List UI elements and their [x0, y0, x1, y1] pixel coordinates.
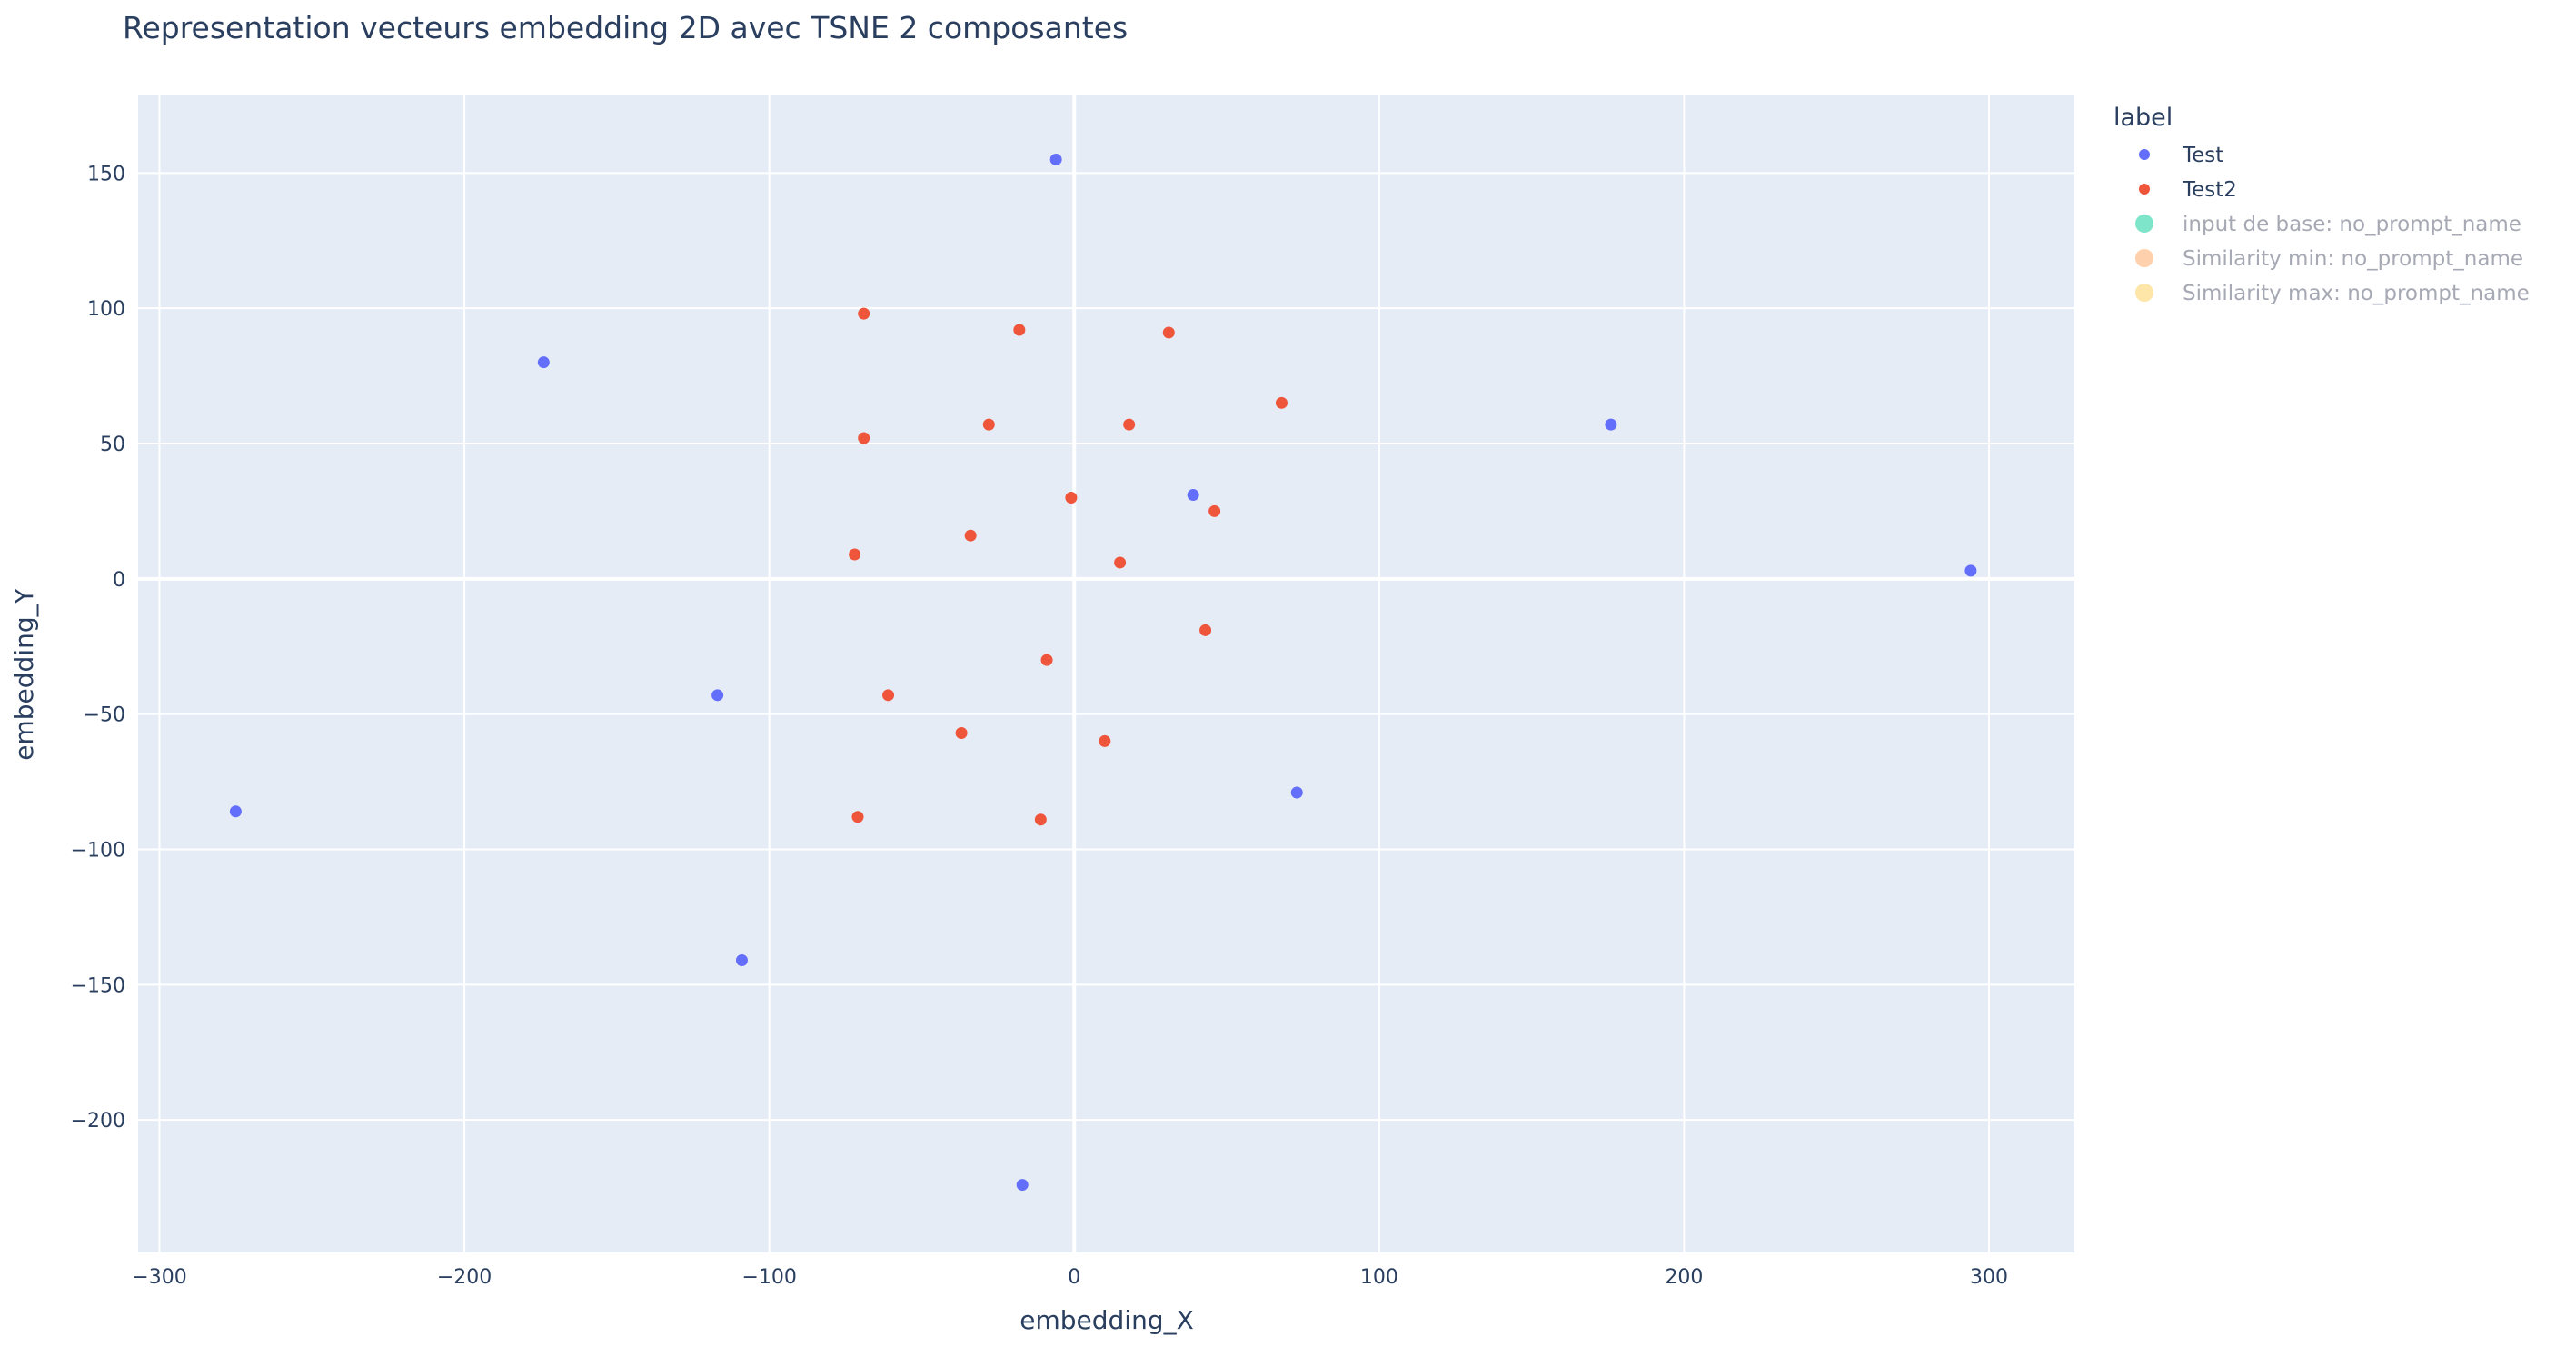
scatter-point[interactable]: [858, 307, 870, 320]
legend-label: Test: [2182, 144, 2223, 167]
scatter-point[interactable]: [1290, 786, 1303, 799]
x-axis-ticks: −300 −200 −100 0 100 200 300: [132, 1266, 2008, 1289]
plot-background: [138, 95, 2074, 1252]
scatter-point[interactable]: [1049, 153, 1062, 165]
scatter-point[interactable]: [1187, 489, 1199, 502]
scatter-point[interactable]: [229, 805, 242, 818]
x-tick-label: 100: [1360, 1266, 1398, 1289]
scatter-point[interactable]: [735, 954, 748, 967]
y-tick-label: 100: [87, 298, 125, 321]
scatter-point[interactable]: [537, 356, 550, 369]
data-points: [229, 153, 1977, 1192]
x-tick-label: −300: [132, 1266, 186, 1289]
scatter-point[interactable]: [1208, 504, 1221, 517]
scatter-point[interactable]: [1065, 492, 1078, 504]
scatter-point[interactable]: [1016, 1179, 1029, 1192]
legend[interactable]: Test Test2 input de base: no_prompt_name Si…: [2135, 144, 2530, 305]
grid-lines: [138, 95, 2074, 1252]
chart-title: Representation vecteurs embedding 2D ave…: [123, 10, 1128, 45]
y-axis-ticks: −200 −150 −100 −50 0 50 100 150: [71, 163, 125, 1132]
x-tick-label: −200: [437, 1266, 492, 1289]
scatter-point[interactable]: [1605, 418, 1617, 431]
scatter-point[interactable]: [1013, 324, 1026, 336]
legend-item[interactable]: Test2: [2139, 178, 2237, 202]
scatter-point[interactable]: [711, 689, 724, 702]
scatter-point[interactable]: [1114, 556, 1127, 569]
legend-marker: [2135, 249, 2153, 267]
legend-label: input de base: no_prompt_name: [2183, 213, 2521, 236]
scatter-point[interactable]: [982, 418, 995, 431]
legend-item[interactable]: Similarity max: no_prompt_name: [2135, 282, 2530, 305]
y-tick-label: 150: [87, 163, 125, 185]
scatter-point[interactable]: [851, 811, 864, 823]
y-tick-label: 0: [113, 569, 125, 592]
x-tick-label: 300: [1970, 1266, 2008, 1289]
x-tick-label: 200: [1665, 1266, 1703, 1289]
y-tick-label: −150: [71, 974, 125, 997]
legend-label: Test2: [2182, 178, 2237, 202]
scatter-point[interactable]: [1162, 326, 1175, 339]
legend-item[interactable]: Test: [2139, 144, 2223, 167]
scatter-point[interactable]: [1275, 396, 1288, 409]
y-tick-label: −200: [71, 1110, 125, 1132]
legend-label: Similarity max: no_prompt_name: [2183, 282, 2530, 305]
y-tick-label: −100: [71, 839, 125, 862]
legend-marker: [2139, 149, 2150, 160]
legend-label: Similarity min: no_prompt_name: [2183, 247, 2523, 271]
legend-item[interactable]: input de base: no_prompt_name: [2135, 213, 2521, 236]
y-tick-label: −50: [84, 704, 125, 727]
scatter-point[interactable]: [955, 726, 968, 739]
legend-marker: [2135, 284, 2153, 302]
scatter-point[interactable]: [858, 432, 870, 444]
x-axis-title: embedding_X: [1019, 1305, 1194, 1335]
legend-title: label: [2114, 104, 2173, 132]
scatter-point[interactable]: [1964, 564, 1977, 577]
scatter-point[interactable]: [849, 548, 861, 561]
scatter-point[interactable]: [964, 529, 977, 542]
legend-item[interactable]: Similarity min: no_prompt_name: [2135, 247, 2523, 271]
legend-marker: [2135, 215, 2153, 233]
scatter-point[interactable]: [1034, 813, 1047, 826]
scatter-point[interactable]: [1199, 624, 1212, 636]
y-axis-title: embedding_Y: [9, 587, 39, 760]
scatter-point[interactable]: [882, 689, 895, 702]
scatter-point[interactable]: [1123, 418, 1136, 431]
scatter-point[interactable]: [1099, 734, 1111, 747]
x-tick-label: 0: [1068, 1266, 1080, 1289]
legend-marker: [2139, 184, 2150, 195]
x-tick-label: −100: [741, 1266, 796, 1289]
scatter-point[interactable]: [1040, 654, 1053, 666]
y-tick-label: 50: [100, 434, 125, 456]
